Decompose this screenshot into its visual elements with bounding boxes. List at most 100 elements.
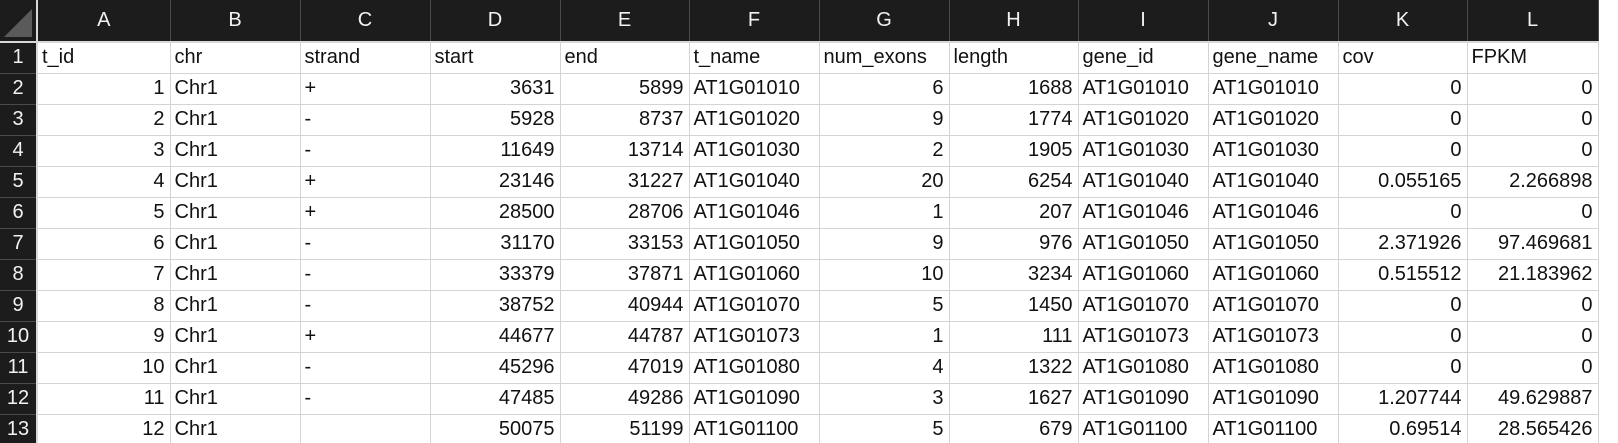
cell-a7[interactable]: 6	[37, 228, 171, 260]
row-header[interactable]: 12	[0, 383, 38, 415]
cell-f1[interactable]: t_name	[689, 42, 820, 74]
cell-e5[interactable]: 31227	[560, 166, 690, 198]
cell-i12[interactable]: AT1G01090	[1078, 383, 1209, 415]
cell-b1[interactable]: chr	[170, 42, 301, 74]
row-header[interactable]: 2	[0, 73, 38, 105]
cell-f7[interactable]: AT1G01050	[689, 228, 820, 260]
cell-k12[interactable]: 1.207744	[1338, 383, 1468, 415]
cell-c11[interactable]: -	[300, 352, 431, 384]
cell-j1[interactable]: gene_name	[1208, 42, 1339, 74]
cell-g2[interactable]: 6	[819, 73, 950, 105]
cell-j10[interactable]: AT1G01073	[1208, 321, 1339, 353]
cell-e9[interactable]: 40944	[560, 290, 690, 322]
cell-j2[interactable]: AT1G01010	[1208, 73, 1339, 105]
cell-a3[interactable]: 2	[37, 104, 171, 136]
cell-i13[interactable]: AT1G01100	[1078, 414, 1209, 443]
cell-e8[interactable]: 37871	[560, 259, 690, 291]
cell-l2[interactable]: 0	[1467, 73, 1599, 105]
cell-c5[interactable]: +	[300, 166, 431, 198]
cell-l8[interactable]: 21.183962	[1467, 259, 1599, 291]
column-header-d[interactable]: D	[430, 0, 561, 43]
cell-f5[interactable]: AT1G01040	[689, 166, 820, 198]
cell-d12[interactable]: 47485	[430, 383, 561, 415]
cell-a13[interactable]: 12	[37, 414, 171, 443]
cell-l6[interactable]: 0	[1467, 197, 1599, 229]
cell-k8[interactable]: 0.515512	[1338, 259, 1468, 291]
cell-b8[interactable]: Chr1	[170, 259, 301, 291]
column-header-g[interactable]: G	[819, 0, 950, 43]
cell-a11[interactable]: 10	[37, 352, 171, 384]
cell-h3[interactable]: 1774	[949, 104, 1079, 136]
cell-f4[interactable]: AT1G01030	[689, 135, 820, 167]
cell-i7[interactable]: AT1G01050	[1078, 228, 1209, 260]
cell-g7[interactable]: 9	[819, 228, 950, 260]
cell-c13[interactable]	[300, 414, 431, 443]
cell-l13[interactable]: 28.565426	[1467, 414, 1599, 443]
cell-j5[interactable]: AT1G01040	[1208, 166, 1339, 198]
cell-b4[interactable]: Chr1	[170, 135, 301, 167]
column-header-e[interactable]: E	[560, 0, 690, 43]
cell-i9[interactable]: AT1G01070	[1078, 290, 1209, 322]
row-header[interactable]: 13	[0, 414, 38, 443]
cell-k9[interactable]: 0	[1338, 290, 1468, 322]
cell-k5[interactable]: 0.055165	[1338, 166, 1468, 198]
cell-b9[interactable]: Chr1	[170, 290, 301, 322]
column-header-b[interactable]: B	[170, 0, 301, 43]
cell-f10[interactable]: AT1G01073	[689, 321, 820, 353]
row-header[interactable]: 4	[0, 135, 38, 167]
cell-k11[interactable]: 0	[1338, 352, 1468, 384]
cell-a9[interactable]: 8	[37, 290, 171, 322]
cell-d7[interactable]: 31170	[430, 228, 561, 260]
cell-c3[interactable]: -	[300, 104, 431, 136]
cell-l4[interactable]: 0	[1467, 135, 1599, 167]
cell-h2[interactable]: 1688	[949, 73, 1079, 105]
cell-i6[interactable]: AT1G01046	[1078, 197, 1209, 229]
cell-j9[interactable]: AT1G01070	[1208, 290, 1339, 322]
cell-d4[interactable]: 11649	[430, 135, 561, 167]
cell-j13[interactable]: AT1G01100	[1208, 414, 1339, 443]
cell-l12[interactable]: 49.629887	[1467, 383, 1599, 415]
cell-h7[interactable]: 976	[949, 228, 1079, 260]
cell-h1[interactable]: length	[949, 42, 1079, 74]
cell-f3[interactable]: AT1G01020	[689, 104, 820, 136]
cell-a1[interactable]: t_id	[37, 42, 171, 74]
cell-k3[interactable]: 0	[1338, 104, 1468, 136]
row-header[interactable]: 3	[0, 104, 38, 136]
cell-i5[interactable]: AT1G01040	[1078, 166, 1209, 198]
cell-d3[interactable]: 5928	[430, 104, 561, 136]
cell-h6[interactable]: 207	[949, 197, 1079, 229]
cell-f8[interactable]: AT1G01060	[689, 259, 820, 291]
cell-a2[interactable]: 1	[37, 73, 171, 105]
cell-g6[interactable]: 1	[819, 197, 950, 229]
cell-l9[interactable]: 0	[1467, 290, 1599, 322]
cell-g10[interactable]: 1	[819, 321, 950, 353]
cell-g4[interactable]: 2	[819, 135, 950, 167]
cell-b11[interactable]: Chr1	[170, 352, 301, 384]
cell-g1[interactable]: num_exons	[819, 42, 950, 74]
cell-g13[interactable]: 5	[819, 414, 950, 443]
cell-i11[interactable]: AT1G01080	[1078, 352, 1209, 384]
cell-c8[interactable]: -	[300, 259, 431, 291]
cell-g8[interactable]: 10	[819, 259, 950, 291]
cell-d1[interactable]: start	[430, 42, 561, 74]
row-header[interactable]: 5	[0, 166, 38, 198]
cell-b6[interactable]: Chr1	[170, 197, 301, 229]
cell-k2[interactable]: 0	[1338, 73, 1468, 105]
cell-k1[interactable]: cov	[1338, 42, 1468, 74]
cell-c7[interactable]: -	[300, 228, 431, 260]
cell-f12[interactable]: AT1G01090	[689, 383, 820, 415]
cell-i3[interactable]: AT1G01020	[1078, 104, 1209, 136]
cell-e7[interactable]: 33153	[560, 228, 690, 260]
cell-k6[interactable]: 0	[1338, 197, 1468, 229]
column-header-f[interactable]: F	[689, 0, 820, 43]
cell-a10[interactable]: 9	[37, 321, 171, 353]
cell-g11[interactable]: 4	[819, 352, 950, 384]
cell-e2[interactable]: 5899	[560, 73, 690, 105]
cell-c2[interactable]: +	[300, 73, 431, 105]
cell-b13[interactable]: Chr1	[170, 414, 301, 443]
cell-f2[interactable]: AT1G01010	[689, 73, 820, 105]
cell-e1[interactable]: end	[560, 42, 690, 74]
cell-j12[interactable]: AT1G01090	[1208, 383, 1339, 415]
cell-b7[interactable]: Chr1	[170, 228, 301, 260]
cell-a6[interactable]: 5	[37, 197, 171, 229]
